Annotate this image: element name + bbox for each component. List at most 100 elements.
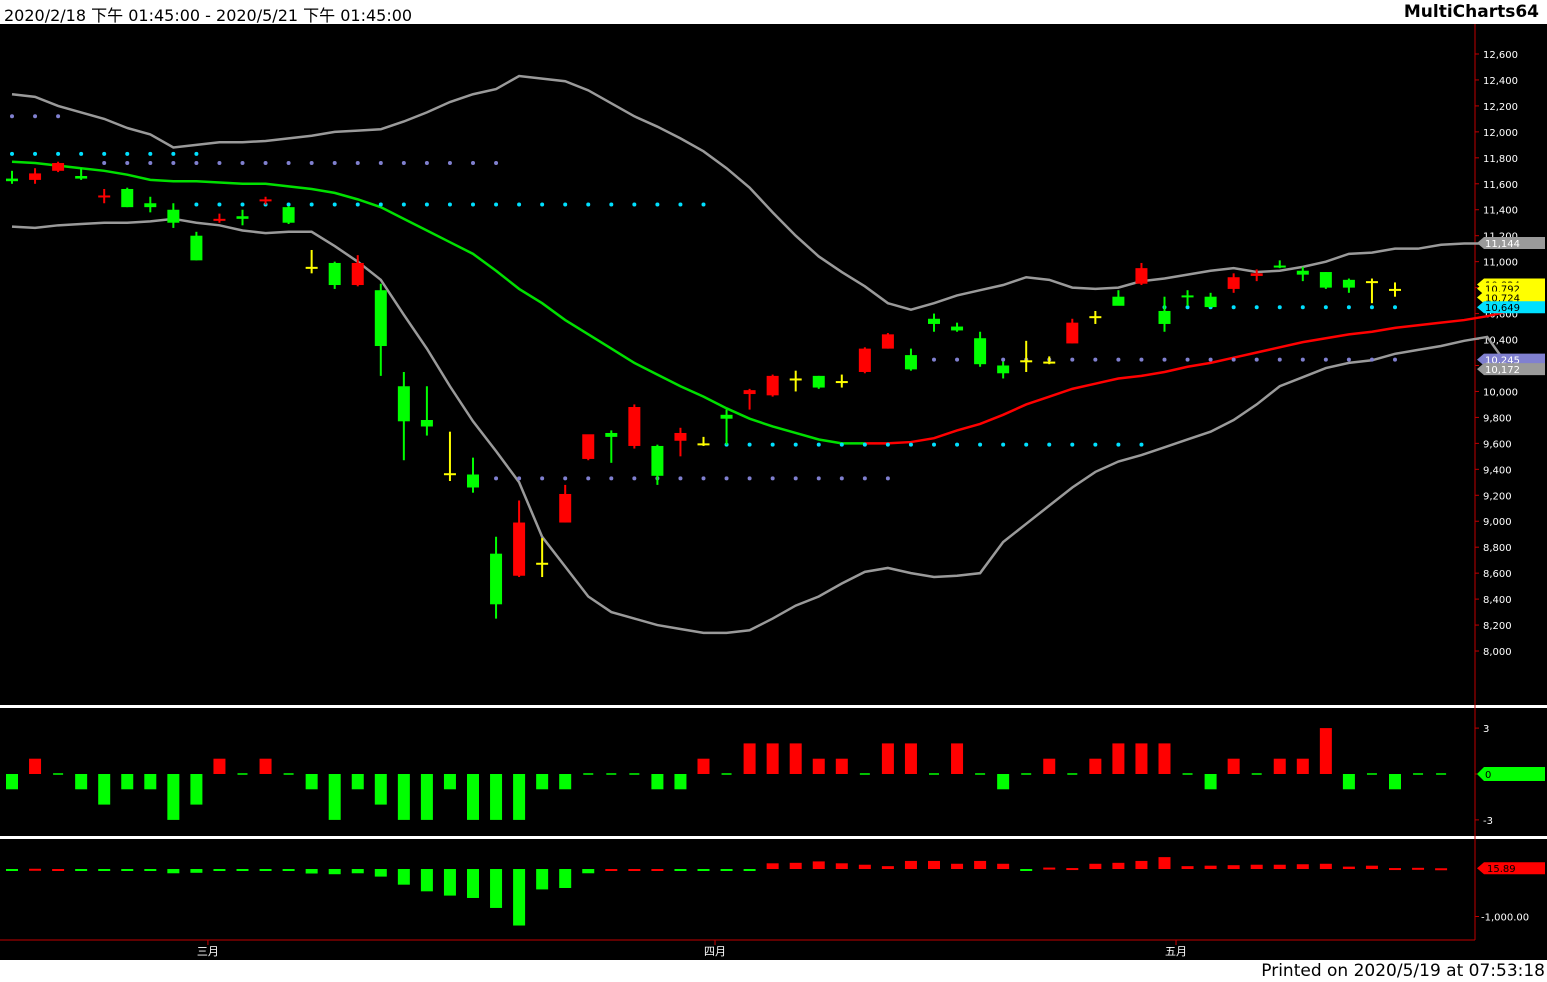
level-dot — [355, 161, 360, 166]
histogram-bar — [674, 869, 687, 871]
price-tag-label: 10,649 — [1485, 303, 1520, 314]
x-tick-label: 三月 — [197, 945, 219, 958]
histogram-bar — [1181, 866, 1194, 869]
level-dot — [932, 442, 936, 447]
price-tag — [1477, 301, 1545, 314]
level-dot — [1323, 305, 1328, 310]
candle-body — [928, 318, 940, 324]
level-dot — [839, 442, 844, 447]
level-dot — [747, 476, 752, 481]
candle-body — [858, 348, 871, 372]
histogram-bar — [1020, 869, 1033, 871]
level-dot — [494, 476, 499, 481]
y-tick-label: 8,800 — [1483, 543, 1512, 554]
level-dot — [171, 161, 176, 166]
histogram-bar — [397, 869, 410, 885]
histogram-bar — [1112, 862, 1125, 869]
histogram-bar — [835, 758, 848, 774]
histogram-bar — [144, 774, 157, 790]
level-dot — [1116, 442, 1121, 447]
level-dot — [1116, 357, 1121, 362]
histogram-bar — [98, 774, 111, 805]
candle-body — [282, 207, 295, 223]
level-dot — [955, 357, 960, 362]
candle-body — [559, 493, 572, 523]
candle-body — [628, 407, 641, 446]
level-dot — [1369, 305, 1374, 310]
candle-body — [513, 522, 526, 576]
candle-body — [812, 375, 825, 388]
level-dot — [724, 476, 729, 481]
candle-body — [190, 235, 203, 261]
level-dot — [424, 202, 429, 207]
histogram-bar — [75, 774, 88, 790]
histogram-bar — [812, 758, 825, 774]
y-tick-label: 11,400 — [1483, 206, 1518, 217]
level-dot — [632, 202, 637, 207]
candle-body — [98, 195, 111, 198]
chart-canvas[interactable]: 12,600 12,400 12,200 12,000 11,800 11,600 11,4… — [0, 24, 1547, 960]
level-dot — [1323, 357, 1328, 362]
histogram-bar — [98, 869, 111, 871]
level-dot — [586, 476, 591, 481]
candle-body — [974, 338, 987, 365]
level-dot — [309, 202, 314, 207]
level-dot — [378, 161, 383, 166]
histogram-bar — [282, 869, 295, 871]
level-dot — [447, 202, 452, 207]
histogram-bar — [1204, 774, 1217, 790]
histogram-bar — [1365, 865, 1378, 869]
candle-body — [1250, 273, 1263, 276]
y-tick-label: 8,600 — [1483, 569, 1512, 580]
price-tag-label: 10,724 — [1485, 293, 1520, 304]
candle-body — [490, 553, 503, 605]
histogram-bar — [6, 869, 18, 871]
level-dot — [816, 476, 821, 481]
value-tag — [1477, 862, 1545, 875]
level-dot — [655, 202, 660, 207]
level-dot — [1139, 357, 1144, 362]
level-dot — [1393, 357, 1397, 362]
lower-band-line — [11, 217, 1512, 635]
level-dot — [908, 442, 913, 447]
y-tick-label: 8,200 — [1483, 621, 1512, 632]
histogram-bar — [467, 774, 479, 820]
histogram-bar — [697, 758, 710, 774]
histogram-bar — [674, 774, 687, 790]
level-dot — [471, 202, 475, 207]
candle-body — [1181, 295, 1194, 298]
histogram-bar — [951, 863, 964, 869]
level-dot — [102, 161, 107, 166]
histogram-bar — [720, 869, 733, 871]
histogram-bar — [951, 743, 964, 774]
histogram-bar — [351, 774, 364, 790]
histogram-bar — [974, 860, 987, 869]
candle-body — [1066, 322, 1079, 344]
histogram-bar — [259, 758, 272, 774]
histogram-bar — [513, 869, 526, 926]
level-dot — [10, 114, 14, 119]
histogram-bar — [651, 869, 664, 871]
level-dot — [240, 202, 245, 207]
candle-body — [1296, 270, 1309, 275]
candle-body — [674, 432, 687, 441]
level-dot — [1001, 357, 1006, 362]
candle-body — [75, 176, 88, 179]
price-tag — [1477, 291, 1545, 304]
candle-body — [997, 365, 1010, 374]
level-dot — [932, 357, 936, 362]
histogram-bar — [1112, 743, 1125, 774]
histogram-bar — [374, 774, 387, 805]
candle-body — [1135, 268, 1148, 284]
candle-body — [536, 562, 549, 565]
level-dot — [33, 114, 38, 119]
upper-band-line — [11, 74, 1511, 311]
candle-body — [904, 355, 917, 370]
level-dot — [793, 442, 798, 447]
histogram-bar — [190, 774, 203, 805]
y-tick-label: 9,400 — [1483, 465, 1512, 476]
histogram-bar — [1089, 863, 1102, 869]
level-dot — [1393, 305, 1397, 310]
level-dot — [355, 202, 360, 207]
histogram-bar — [1296, 864, 1309, 869]
